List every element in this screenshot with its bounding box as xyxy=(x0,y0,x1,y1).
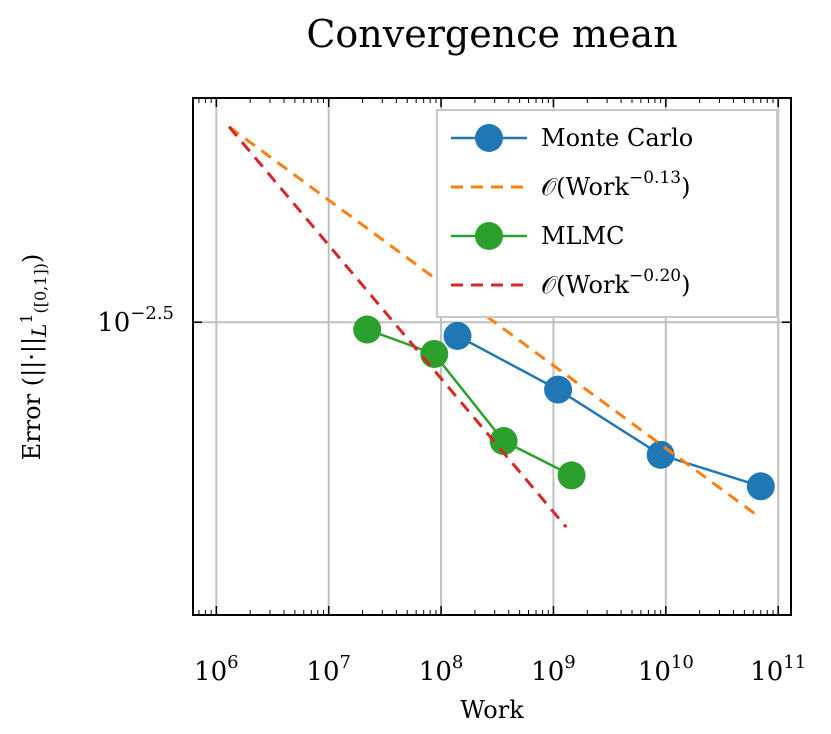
legend-label: MLMC xyxy=(541,222,624,250)
legend-marker xyxy=(475,222,503,250)
x-tick-label: 106 xyxy=(194,652,239,687)
series-line-2 xyxy=(366,328,573,477)
y-tick-label: 10−2.5 xyxy=(97,303,174,338)
data-point-marker xyxy=(557,461,586,490)
x-tick-label: 1010 xyxy=(638,652,694,687)
y-axis-label: Error (||·||L1([0,1])) xyxy=(17,254,51,461)
legend-label: 𝒪(Work−0.20) xyxy=(541,266,690,299)
series-line-0 xyxy=(456,334,762,488)
data-point-marker xyxy=(353,315,382,344)
legend: Monte Carlo 𝒪(Work−0.13) MLMC 𝒪(Work−0.20) xyxy=(436,109,778,318)
reference-line-3 xyxy=(227,125,568,529)
x-tick-label: 109 xyxy=(531,652,576,687)
reference-line-1 xyxy=(228,125,762,520)
legend-label: Monte Carlo xyxy=(541,124,693,152)
data-point-marker xyxy=(489,427,518,456)
legend-label: 𝒪(Work−0.13) xyxy=(541,168,690,201)
y-tick-labels: 10−2.5 xyxy=(97,303,174,338)
data-point-marker xyxy=(544,375,573,404)
x-tick-label: 107 xyxy=(306,652,351,687)
data-point-marker xyxy=(646,440,675,469)
x-tick-label: 108 xyxy=(419,652,464,687)
x-tick-labels: 106 107 108 109 1010 1011 xyxy=(194,652,806,687)
legend-marker xyxy=(475,124,503,152)
plot-frame xyxy=(192,97,792,616)
x-axis-label: Work xyxy=(460,696,524,724)
x-tick-label: 1011 xyxy=(750,652,806,687)
data-point-marker xyxy=(746,472,775,501)
data-point-marker xyxy=(420,339,449,368)
chart-title: Convergence mean xyxy=(306,12,677,56)
series-layer xyxy=(227,125,775,529)
data-point-marker xyxy=(443,321,472,350)
